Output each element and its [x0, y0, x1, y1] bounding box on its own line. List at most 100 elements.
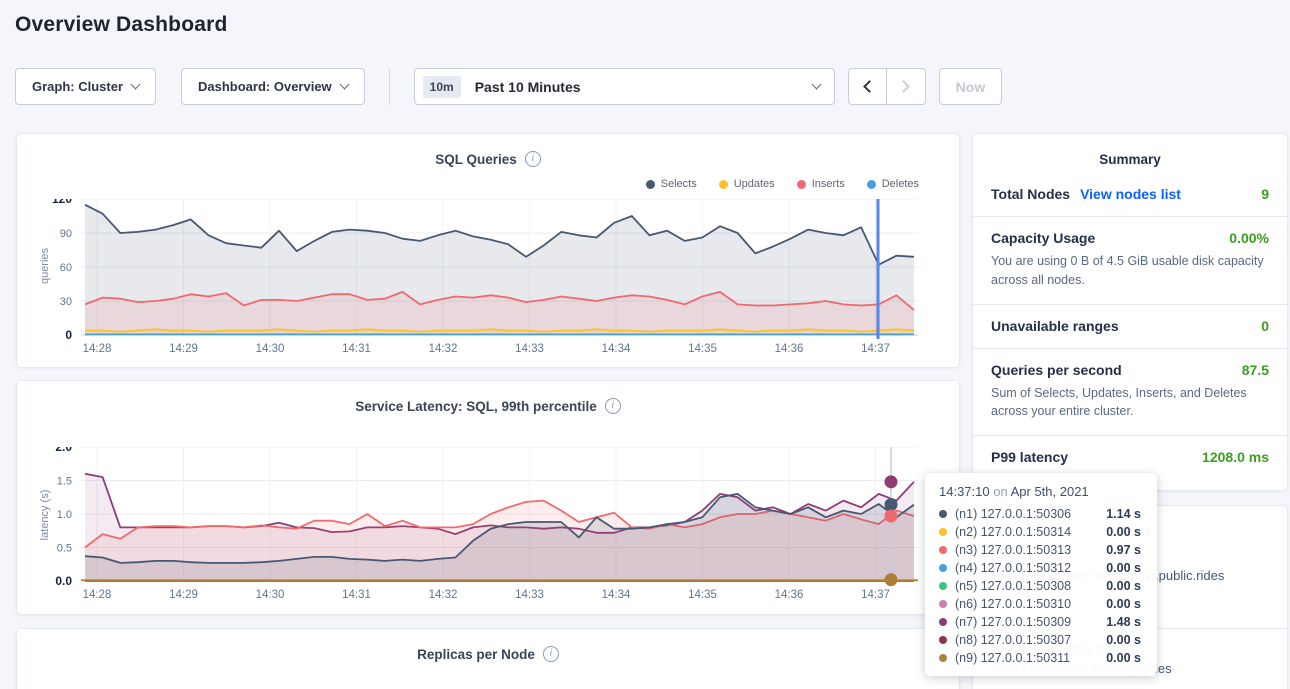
sql-queries-plot-area[interactable]: 0 30 60 90 120 14:28 14:29 14:30 14:31 14:32 14:33… — [17, 192, 920, 366]
tooltip-node-address: (n7) 127.0.0.1:50309 — [955, 615, 1072, 629]
tooltip-node-row: (n5) 127.0.0.1:50308 0.00 s — [939, 577, 1143, 595]
chevron-down-icon — [339, 79, 350, 90]
summary-description: You are using 0 B of 4.5 GiB usable disk… — [991, 254, 1264, 287]
info-icon[interactable]: i — [604, 398, 621, 414]
tooltip-node-address: (n6) 127.0.0.1:50310 — [955, 597, 1072, 611]
tooltip-node-row: (n4) 127.0.0.1:50312 0.00 s — [939, 559, 1143, 577]
time-nav-group — [847, 68, 926, 105]
svg-text:14:37: 14:37 — [861, 343, 890, 355]
svg-text:90: 90 — [60, 228, 72, 240]
info-icon[interactable]: i — [542, 646, 559, 662]
svg-text:14:28: 14:28 — [83, 343, 112, 355]
svg-text:60: 60 — [60, 262, 72, 274]
summary-value: 9 — [1261, 186, 1269, 202]
now-button[interactable]: Now — [938, 68, 1003, 105]
tooltip-node-address: (n5) 127.0.0.1:50308 — [955, 579, 1072, 593]
series-color-dot — [939, 564, 947, 572]
time-range-label: Past 10 Minutes — [474, 78, 581, 95]
svg-text:0.0: 0.0 — [55, 574, 72, 588]
svg-text:1.5: 1.5 — [57, 476, 72, 488]
svg-text:14:36: 14:36 — [775, 343, 804, 355]
svg-text:14:29: 14:29 — [169, 589, 198, 601]
svg-text:14:31: 14:31 — [342, 343, 371, 355]
tooltip-node-row: (n3) 127.0.0.1:50313 0.97 s — [939, 541, 1143, 559]
dashboard-controls: Graph: Cluster Dashboard: Overview 10m P… — [15, 68, 1003, 105]
summary-label: Queries per second — [991, 361, 1122, 378]
time-range-dropdown[interactable]: 10m Past 10 Minutes — [413, 68, 835, 105]
tooltip-node-value: 0.00 s — [1106, 651, 1141, 665]
tooltip-node-address: (n4) 127.0.0.1:50312 — [955, 561, 1072, 575]
series-color-dot — [939, 582, 947, 590]
page-title: Overview Dashboard — [15, 13, 228, 36]
svg-text:0: 0 — [65, 328, 72, 342]
svg-text:14:32: 14:32 — [429, 589, 458, 601]
service-latency-plot-area[interactable]: 0.0 0.5 1.0 1.5 2.0 14:28 14:29 14:30 14:31 14:32… — [17, 440, 920, 612]
tooltip-node-value: 0.00 s — [1106, 579, 1141, 593]
legend-color-dot — [645, 179, 655, 189]
dashboard-select-dropdown[interactable]: Dashboard: Overview — [181, 68, 365, 105]
tooltip-node-value: 1.48 s — [1106, 615, 1141, 629]
chart-legend: Selects Updates Inserts Deletes — [645, 178, 919, 190]
svg-text:30: 30 — [60, 296, 72, 308]
tooltip-node-address: (n9) 127.0.0.1:50311 — [955, 651, 1071, 665]
tooltip-node-address: (n2) 127.0.0.1:50314 — [955, 525, 1072, 539]
chevron-left-icon — [862, 80, 876, 93]
summary-value: 0 — [1261, 317, 1269, 334]
legend-item-deletes[interactable]: Deletes — [866, 178, 919, 190]
series-color-dot — [939, 528, 947, 536]
series-color-dot — [939, 600, 947, 608]
tooltip-node-address: (n8) 127.0.0.1:50307 — [955, 633, 1072, 647]
tooltip-node-row: (n2) 127.0.0.1:50314 0.00 s — [939, 523, 1143, 541]
chart-hover-tooltip: 14:37:10 on Apr 5th, 2021 (n1) 127.0.0.1… — [925, 473, 1157, 676]
series-color-dot — [939, 636, 947, 644]
summary-label: P99 latency — [991, 449, 1069, 465]
tooltip-timestamp: 14:37:10 on Apr 5th, 2021 — [939, 484, 1089, 499]
svg-text:14:30: 14:30 — [256, 589, 285, 601]
tooltip-node-value: 0.97 s — [1106, 543, 1141, 557]
chevron-down-icon — [811, 79, 822, 90]
time-prev-button[interactable] — [847, 68, 887, 105]
summary-title: Summary — [1099, 152, 1161, 167]
tooltip-node-value: 1.14 s — [1106, 507, 1141, 521]
replicas-per-node-chart-card: Replicas per Node i — [16, 628, 960, 689]
svg-text:1.0: 1.0 — [57, 509, 72, 521]
chart-title-replicas-per-node: Replicas per Node — [417, 646, 535, 662]
svg-text:14:30: 14:30 — [256, 343, 285, 355]
tooltip-node-row: (n9) 127.0.0.1:50311 0.00 s — [939, 649, 1143, 667]
graph-scope-label: Graph: Cluster — [32, 79, 124, 94]
summary-label: Capacity Usage — [991, 230, 1096, 246]
info-icon[interactable]: i — [524, 151, 541, 167]
summary-row-capacity-usage: Capacity Usage 0.00% You are using 0 B o… — [973, 217, 1287, 305]
summary-value: 87.5 — [1241, 361, 1269, 378]
tooltip-node-row: (n7) 127.0.0.1:50309 1.48 s — [939, 613, 1143, 631]
legend-item-selects[interactable]: Selects — [645, 178, 697, 190]
svg-text:14:28: 14:28 — [83, 589, 112, 601]
svg-text:14:32: 14:32 — [429, 343, 458, 355]
graph-scope-dropdown[interactable]: Graph: Cluster — [15, 68, 157, 105]
tooltip-node-row: (n6) 127.0.0.1:50310 0.00 s — [939, 595, 1143, 613]
legend-color-dot — [866, 179, 876, 189]
service-latency-chart-card: Service Latency: SQL, 99th percentile i … — [16, 380, 960, 615]
tooltip-node-value: 0.00 s — [1106, 561, 1141, 575]
sql-queries-chart-card: SQL Queries i Selects Updates Inserts Delet… — [16, 133, 960, 368]
summary-row-unavailable-ranges: Unavailable ranges 0 — [973, 305, 1287, 349]
legend-item-updates[interactable]: Updates — [718, 178, 775, 190]
legend-label: Updates — [733, 178, 775, 190]
summary-label: Unavailable ranges — [991, 317, 1119, 334]
series-color-dot — [939, 510, 947, 518]
tooltip-node-address: (n1) 127.0.0.1:50306 — [955, 507, 1072, 521]
legend-item-inserts[interactable]: Inserts — [796, 178, 845, 190]
svg-text:14:35: 14:35 — [688, 589, 717, 601]
tooltip-node-value: 0.00 s — [1106, 597, 1141, 611]
svg-text:14:34: 14:34 — [602, 343, 631, 355]
svg-text:14:36: 14:36 — [775, 589, 804, 601]
divider — [388, 68, 390, 105]
time-next-button[interactable] — [886, 68, 926, 105]
legend-label: Deletes — [881, 178, 919, 190]
tooltip-node-row: (n1) 127.0.0.1:50306 1.14 s — [939, 505, 1143, 523]
summary-value: 1208.0 ms — [1202, 449, 1269, 465]
summary-description: Sum of Selects, Updates, Inserts, and De… — [991, 385, 1247, 419]
summary-panel: Summary Total Nodes View nodes list 9 Ca… — [972, 133, 1288, 491]
tooltip-node-value: 0.00 s — [1106, 633, 1141, 647]
view-nodes-list-link[interactable]: View nodes list — [1080, 186, 1181, 202]
